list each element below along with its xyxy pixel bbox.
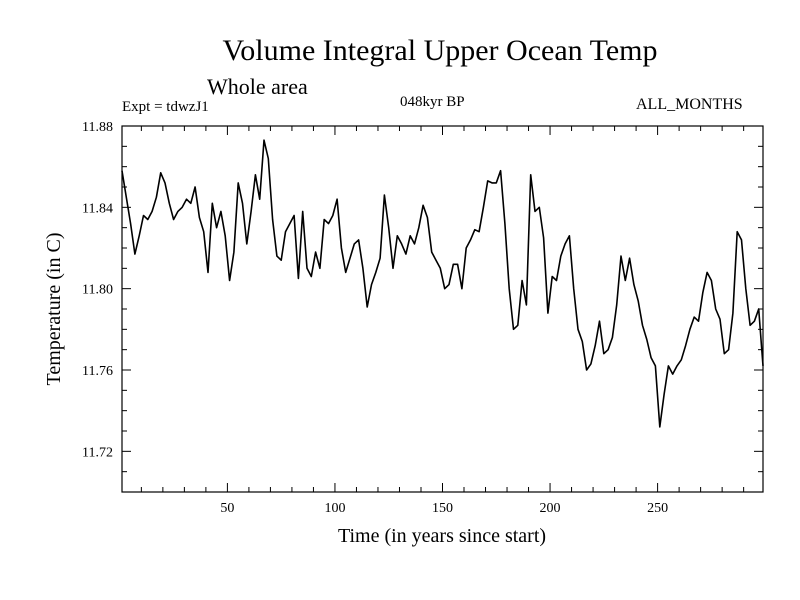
y-tick-label: 11.84 [82,201,113,216]
y-tick-label: 11.88 [82,120,113,135]
plot-frame [121,125,764,493]
y-tick-label: 11.76 [82,364,113,379]
x-tick-label: 200 [540,501,561,516]
period-label: 048kyr BP [400,94,465,110]
x-tick-label: 100 [324,501,345,516]
x-tick-label: 250 [647,501,668,516]
y-axis-label: Temperature (in C) [43,233,65,386]
y-tick-label: 11.80 [82,283,113,298]
series-layer [121,139,764,428]
chart-subtitle: Whole area [207,74,308,99]
experiment-label: Expt = tdwzJ1 [122,99,209,115]
series-line-temperature [121,139,764,428]
x-tick-label: 50 [220,501,234,516]
x-axis-label: Time (in years since start) [338,525,546,547]
y-tick-label: 11.72 [82,445,113,460]
tick-labels: 50 100 150 200 250 11.72 11.76 11.80 11.84 11.88 [82,120,668,516]
x-tick-label: 150 [432,501,453,516]
chart-title: Volume Integral Upper Ocean Temp [222,34,658,67]
axis-ticks [122,125,763,493]
months-label: ALL_MONTHS [636,96,743,113]
